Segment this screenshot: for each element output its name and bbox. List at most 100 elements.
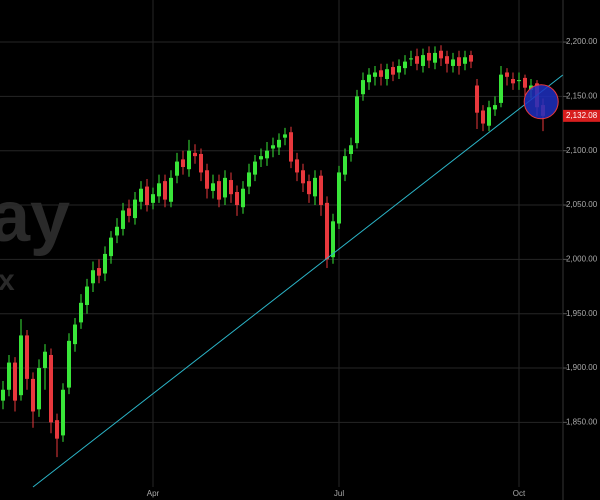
- candle-body: [199, 153, 203, 173]
- candle-body: [505, 72, 509, 77]
- candle-body: [85, 286, 89, 305]
- y-tick-label: 2,050.00: [566, 200, 598, 209]
- candle-body: [295, 159, 299, 173]
- x-tick-label: Oct: [513, 489, 526, 498]
- y-tick-label: 2,200.00: [566, 37, 598, 46]
- y-tick-label: 1,950.00: [566, 309, 598, 318]
- watermark: x: [0, 264, 15, 297]
- trendline: [32, 74, 564, 488]
- y-tick-label: 2,150.00: [566, 91, 598, 100]
- candle-body: [223, 177, 227, 198]
- candle-body: [499, 74, 503, 103]
- candle-body: [493, 105, 497, 110]
- candle-body: [325, 202, 329, 260]
- x-tick-label: Jul: [334, 489, 344, 498]
- price-tag-label: 2,132.08: [566, 111, 598, 120]
- candle-body: [439, 50, 443, 59]
- candle-body: [91, 270, 95, 284]
- candle-body: [163, 181, 167, 200]
- candle-body: [433, 52, 437, 63]
- candle-body: [7, 362, 11, 390]
- price-tag: [563, 109, 600, 122]
- candle-body: [361, 80, 365, 95]
- candle-body: [253, 161, 257, 175]
- candle-body: [283, 134, 287, 138]
- candle-body: [121, 210, 125, 229]
- watermark: ay: [0, 177, 70, 257]
- candle-body: [229, 180, 233, 195]
- candle-body: [103, 253, 107, 274]
- candle-body: [97, 268, 101, 276]
- candle-body: [445, 56, 449, 64]
- candle-body: [355, 96, 359, 144]
- candle-body: [193, 152, 197, 157]
- candle-body: [487, 107, 491, 126]
- y-tick-label: 2,100.00: [566, 146, 598, 155]
- candle-body: [13, 362, 17, 401]
- candle-body: [271, 145, 275, 149]
- candle-body: [349, 145, 353, 154]
- candle-body: [55, 420, 59, 439]
- candle-body: [61, 389, 65, 436]
- candle-body: [139, 188, 143, 202]
- candle-body: [43, 351, 47, 369]
- candle-body: [127, 208, 131, 216]
- candle-body: [67, 340, 71, 388]
- candle-body: [307, 181, 311, 195]
- candle-body: [115, 226, 119, 236]
- candle-body: [469, 55, 473, 62]
- candle-body: [475, 85, 479, 113]
- y-tick-label: 1,900.00: [566, 363, 598, 372]
- candle-body: [247, 172, 251, 187]
- candle-body: [259, 156, 263, 160]
- candle-body: [109, 237, 113, 257]
- candle-body: [235, 191, 239, 206]
- candle-body: [463, 57, 467, 64]
- candle-body: [379, 70, 383, 77]
- candle-body: [157, 183, 161, 197]
- candle-body: [331, 221, 335, 258]
- candle-body: [205, 170, 209, 189]
- candle-body: [421, 55, 425, 66]
- candle-body: [343, 156, 347, 175]
- candle-body: [481, 110, 485, 124]
- candle-body: [337, 172, 341, 224]
- candle-body: [415, 56, 419, 64]
- candle-body: [397, 65, 401, 73]
- candle-body: [409, 58, 413, 60]
- candle-body: [1, 389, 5, 401]
- candle-body: [319, 175, 323, 206]
- candle-body: [31, 378, 35, 412]
- candle-body: [37, 368, 41, 410]
- candle-body: [79, 302, 83, 323]
- candle-body: [211, 183, 215, 191]
- candle-body: [313, 177, 317, 197]
- y-tick-label: 1,850.00: [566, 417, 598, 426]
- candle-body: [523, 77, 527, 88]
- candle-body: [133, 199, 137, 219]
- candle-body: [451, 59, 455, 66]
- candle-body: [373, 72, 377, 77]
- candle-body: [517, 80, 521, 82]
- candle-body: [385, 69, 389, 79]
- candle-body: [187, 150, 191, 170]
- candle-body: [367, 74, 371, 83]
- candle-body: [403, 61, 407, 69]
- candle-body: [169, 177, 173, 202]
- y-tick-label: 2,000.00: [566, 254, 598, 263]
- highlight-circle: [523, 84, 559, 120]
- candle-body: [181, 159, 185, 168]
- candle-body: [265, 150, 269, 159]
- candle-body: [73, 324, 77, 345]
- candle-body: [151, 194, 155, 203]
- candle-body: [301, 170, 305, 184]
- candle-body: [241, 188, 245, 208]
- candle-body: [49, 354, 53, 423]
- x-tick-label: Apr: [147, 489, 160, 498]
- candle-body: [277, 139, 281, 148]
- candle-body: [427, 52, 431, 61]
- candle-body: [511, 78, 515, 84]
